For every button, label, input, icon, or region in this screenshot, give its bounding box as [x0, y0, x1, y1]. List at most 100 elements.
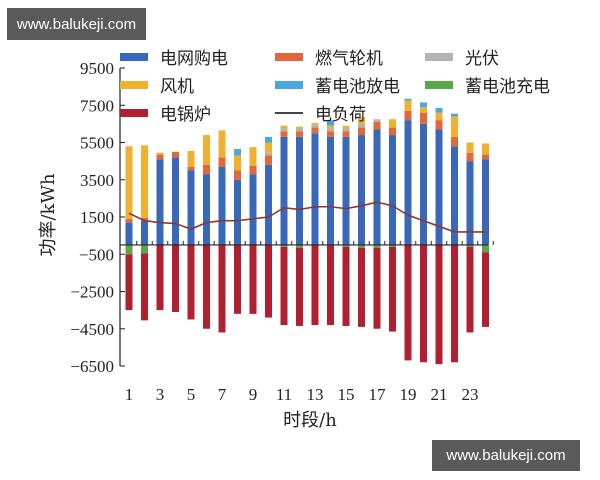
bar-segment: [358, 117, 365, 124]
bar-segment: [327, 125, 334, 129]
bar-segment: [156, 244, 164, 311]
legend-item: 电锅炉: [120, 100, 211, 125]
bar-segment: [311, 127, 319, 134]
bar-segment: [404, 120, 412, 245]
x-tick-label: 21: [431, 385, 448, 404]
legend-item: 风机: [120, 72, 194, 97]
bar-segment: [249, 165, 257, 175]
legend-label: 蓄电池放电: [315, 77, 400, 97]
bar-segment: [482, 244, 489, 253]
bar-segment: [296, 131, 303, 137]
bar-segment: [466, 246, 474, 333]
bar-segment: [389, 127, 396, 136]
bar-segment: [358, 127, 365, 136]
bar-segment: [234, 149, 241, 156]
bar-segment: [249, 174, 257, 245]
bar-segment: [311, 244, 319, 326]
load-line: [128, 201, 486, 233]
bar-segment: [435, 244, 443, 365]
y-tick-label: 7500: [80, 96, 114, 115]
bar-segment: [327, 128, 334, 132]
y-tick-label: 5500: [80, 134, 114, 153]
legend-item: 电负荷: [275, 100, 366, 125]
bar-segment: [389, 244, 396, 247]
bar-segment: [265, 155, 272, 165]
bar-segment: [327, 120, 334, 126]
legend-item: 光伏: [425, 44, 499, 69]
legend-swatch-icon: [120, 108, 148, 117]
bar-segment: [280, 128, 288, 132]
y-tick-label: −500: [79, 245, 114, 264]
bar-segment: [280, 244, 288, 247]
x-axis-label: 时段/h: [283, 410, 337, 431]
bar-segment: [218, 166, 226, 245]
bar-segment: [420, 112, 427, 124]
bar-segment: [280, 131, 288, 137]
y-axis-label: 功率/kWh: [38, 173, 59, 256]
bar-segment: [342, 136, 350, 245]
bar-segment: [435, 108, 443, 113]
x-tick-label: 3: [156, 385, 165, 404]
bar-segment: [125, 222, 133, 245]
y-tick-label: 3500: [80, 171, 114, 190]
bar-segment: [141, 217, 148, 221]
bar-segment: [466, 152, 474, 162]
bar-segment: [296, 136, 303, 245]
bar-segment: [234, 179, 241, 245]
x-tick-label: 23: [462, 385, 479, 404]
bar-segment: [125, 146, 133, 219]
bar-segment: [156, 159, 164, 245]
bar-segment: [296, 128, 303, 132]
y-tick-label: 9500: [80, 59, 114, 78]
bar-segment: [311, 122, 319, 125]
bar-segment: [466, 142, 474, 153]
legend-item: 电网购电: [120, 44, 228, 69]
x-tick-label: 15: [338, 385, 355, 404]
bar-segment: [358, 247, 365, 327]
bar-segment: [404, 110, 412, 121]
bar-segment: [482, 159, 489, 245]
legend-item: 蓄电池放电: [275, 72, 400, 97]
y-tick-label: −4500: [70, 320, 114, 339]
bar-segment: [435, 120, 443, 130]
bar-segment: [466, 161, 474, 245]
bar-segment: [466, 244, 474, 247]
legend-label: 电锅炉: [160, 105, 211, 125]
bar-segment: [327, 136, 334, 245]
legend-swatch-icon: [275, 52, 303, 61]
y-tick-label: −6500: [70, 357, 114, 376]
bar-segment: [265, 152, 272, 156]
bar-segment: [373, 122, 381, 130]
legend-label: 燃气轮机: [315, 49, 383, 69]
legend-swatch-icon: [425, 80, 453, 89]
bar-segment: [218, 244, 226, 333]
bar-segment: [327, 244, 334, 326]
bar-segment: [203, 135, 210, 165]
bar-segment: [141, 253, 148, 321]
bar-segment: [265, 136, 272, 143]
bar-segment: [342, 125, 350, 129]
legend-swatch-icon: [425, 52, 453, 61]
bar-segment: [342, 244, 350, 247]
bar-segment: [218, 157, 226, 167]
bar-segment: [311, 124, 319, 128]
bar-segment: [451, 146, 458, 245]
bar-segment: [141, 220, 148, 245]
legend-label: 风机: [160, 77, 194, 97]
bar-segment: [482, 143, 489, 155]
bar-segment: [451, 113, 458, 117]
bar-segment: [373, 119, 381, 123]
legend-label: 蓄电池充电: [465, 77, 550, 97]
bar-segment: [203, 164, 210, 175]
bar-segment: [172, 244, 179, 312]
bar-segment: [342, 131, 350, 137]
bar-segment: [125, 244, 133, 255]
bar-segment: [234, 155, 241, 171]
bar-segment: [187, 166, 195, 171]
bar-segment: [482, 252, 489, 327]
bar-segment: [404, 244, 412, 361]
bar-segment: [420, 123, 427, 245]
bar-segment: [125, 254, 133, 311]
bar-segment: [280, 125, 288, 129]
bar-segment: [342, 128, 350, 132]
